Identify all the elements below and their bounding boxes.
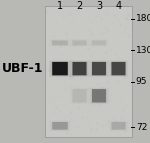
Bar — [45, 6, 132, 137]
Text: 4: 4 — [116, 1, 122, 11]
FancyBboxPatch shape — [111, 122, 126, 130]
FancyBboxPatch shape — [72, 62, 87, 75]
Text: 1: 1 — [57, 1, 63, 11]
Text: 130: 130 — [136, 46, 150, 54]
Text: 2: 2 — [76, 1, 83, 11]
FancyBboxPatch shape — [92, 62, 106, 75]
FancyBboxPatch shape — [52, 62, 68, 75]
FancyBboxPatch shape — [52, 122, 68, 130]
FancyBboxPatch shape — [52, 40, 68, 45]
FancyBboxPatch shape — [111, 62, 126, 75]
FancyBboxPatch shape — [92, 40, 106, 45]
Text: 3: 3 — [96, 1, 102, 11]
Text: 180: 180 — [136, 14, 150, 23]
Text: UBF-1: UBF-1 — [2, 62, 43, 75]
FancyBboxPatch shape — [72, 89, 87, 103]
Text: 95: 95 — [136, 77, 147, 86]
Text: 72: 72 — [136, 123, 147, 132]
FancyBboxPatch shape — [92, 89, 106, 103]
FancyBboxPatch shape — [72, 40, 87, 45]
